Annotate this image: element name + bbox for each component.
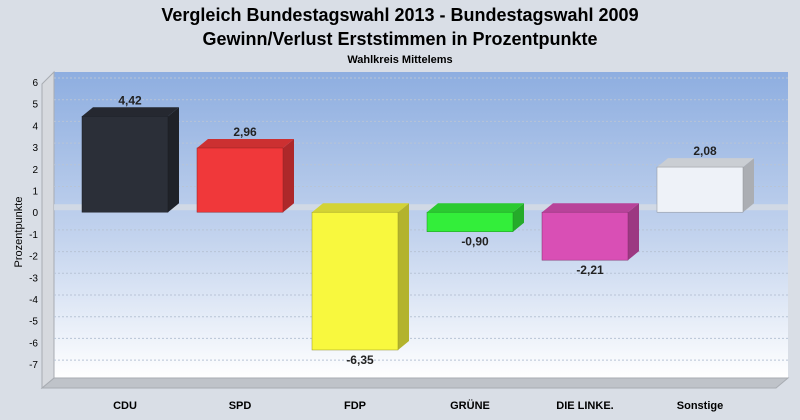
chart-subtitle: Gewinn/Verlust Erststimmen in Prozentpun… [202,29,598,49]
y-tick-label: 5 [32,100,38,111]
bar-top [197,138,294,148]
chart-caption: Wahlkreis Mittelems [347,54,453,66]
y-tick-label: -3 [29,273,38,284]
y-tick-label: -4 [29,295,38,306]
plot-floor [40,377,790,389]
data-label: -6,35 [346,353,374,367]
y-tick-label: 6 [32,78,38,89]
data-label: 2,08 [693,144,717,158]
y-tick-label: 3 [32,143,38,154]
bar-top [312,203,409,213]
bar-side [283,138,294,213]
chart-title: Vergleich Bundestagswahl 2013 - Bundesta… [161,5,639,25]
data-label: -2,21 [576,263,604,277]
plot-left-wall [41,70,55,390]
bar-front [196,147,284,213]
data-label: 2,96 [233,125,257,139]
y-tick-label: 1 [32,187,38,198]
bar-front [81,116,169,213]
x-category-label: SPD [229,400,252,412]
y-tick-label: 2 [32,165,38,176]
x-axis-categories: CDU SPD FDP GRÜNE DIE LINKE. Sonstige [113,399,723,412]
bar-front [311,211,399,351]
y-axis-ticks: 6 5 4 3 2 1 0 -1 -2 -3 -4 -5 -6 -7 [29,78,38,371]
bar-front [426,211,514,232]
bar-side [513,203,524,232]
x-category-label: CDU [113,400,137,412]
bar-side [628,203,639,261]
bar-die-linke- [541,203,639,261]
bars [81,107,754,351]
bar-side [398,203,409,350]
bar-top [82,107,179,117]
y-axis-label: Prozentpunkte [13,197,25,268]
bar-gr-ne [426,203,524,232]
data-labels: 4,42 2,96 -6,35 -0,90 -2,21 2,08 [118,93,717,367]
bar-cdu [81,107,179,213]
bar-top [542,203,639,213]
x-category-label: FDP [344,400,366,412]
y-tick-label: -1 [29,230,38,241]
x-category-label: DIE LINKE. [556,400,613,412]
bar-side [168,107,179,213]
y-tick-label: -2 [29,252,38,263]
bar-fdp [311,203,409,351]
bar-spd [196,138,294,213]
bar-front [656,166,744,213]
x-category-label: GRÜNE [450,399,490,412]
y-tick-label: -5 [29,317,38,328]
x-category-label: Sonstige [677,400,723,412]
y-tick-label: 0 [32,208,38,219]
bar-side [743,158,754,213]
y-tick-label: -6 [29,338,38,349]
data-label: -0,90 [461,235,489,249]
bar-top [427,203,524,213]
y-tick-label: -7 [29,360,38,371]
y-tick-label: 4 [32,121,38,132]
bar-top [657,158,754,168]
bar-front [541,211,629,261]
data-label: 4,42 [118,93,142,107]
bar-sonstige [656,158,754,213]
